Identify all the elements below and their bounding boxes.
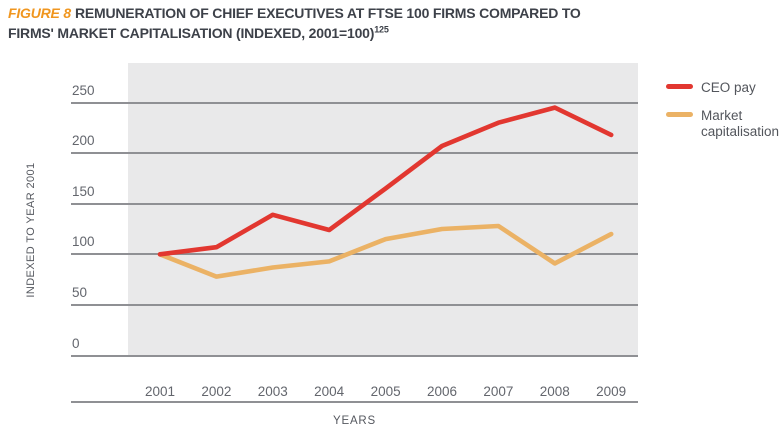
legend-label-ceo-pay: CEO pay [701, 80, 756, 95]
x-tick-label: 2009 [596, 384, 627, 399]
footnote-reference: 125 [374, 24, 389, 35]
gridline-150 [71, 202, 638, 205]
ceo-pay-swatch [666, 84, 693, 89]
x-axis-line [71, 401, 638, 403]
gridline-100 [71, 253, 638, 256]
gridline-250 [71, 101, 638, 104]
legend: CEO pay Market capitalisation [666, 80, 779, 150]
legend-item-ceo-pay: CEO pay [666, 80, 776, 98]
legend-item-market-cap: Market capitalisation [666, 108, 779, 140]
gridline-50 [71, 303, 638, 306]
figure-label: FIGURE 8 [8, 5, 71, 21]
y-tick-label: 0 [72, 335, 80, 351]
x-tick-label: 2006 [426, 384, 458, 399]
gridline-200 [71, 152, 638, 155]
x-tick-label: 2002 [201, 384, 232, 399]
x-tick-label: 2003 [257, 384, 288, 399]
y-tick-label: 250 [72, 82, 95, 98]
figure-title-text: REMUNERATION OF CHIEF EXECUTIVES AT FTSE… [8, 5, 581, 41]
x-tick-label: 2008 [539, 384, 570, 399]
chart-title: FIGURE 8 REMUNERATION OF CHIEF EXECUTIVES… [8, 3, 608, 43]
y-tick-label: 50 [72, 284, 88, 300]
x-tick-label: 2005 [370, 384, 401, 399]
x-axis-title: YEARS [333, 415, 376, 427]
plot-area [128, 63, 638, 356]
gridline-0 [71, 354, 638, 357]
x-tick-label: 2004 [314, 384, 345, 399]
legend-label-market-cap: Market capitalisation [701, 108, 779, 139]
y-tick-label: 200 [72, 133, 95, 149]
x-tick-label: 2007 [483, 384, 514, 399]
x-tick-label: 2001 [144, 384, 176, 399]
y-axis-title: INDEXED TO YEAR 2001 [25, 162, 37, 298]
market-capitalisation-swatch [666, 112, 693, 117]
y-tick-label: 100 [72, 234, 95, 250]
y-tick-label: 150 [72, 183, 95, 199]
